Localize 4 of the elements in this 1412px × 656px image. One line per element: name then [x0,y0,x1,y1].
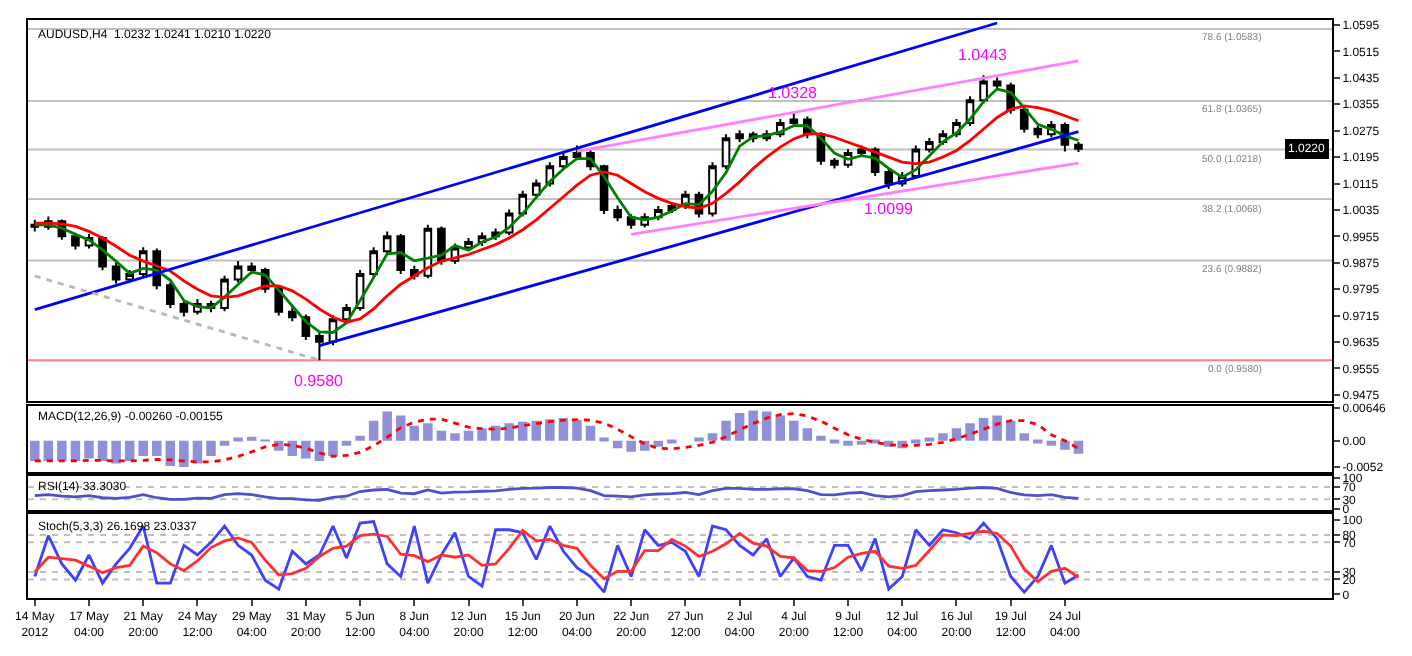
annotation: 1.0099 [864,200,915,218]
annotation: 0.9580 [294,372,345,390]
annotation: 1.0328 [768,84,819,102]
annotation: 1.0443 [958,46,1009,64]
